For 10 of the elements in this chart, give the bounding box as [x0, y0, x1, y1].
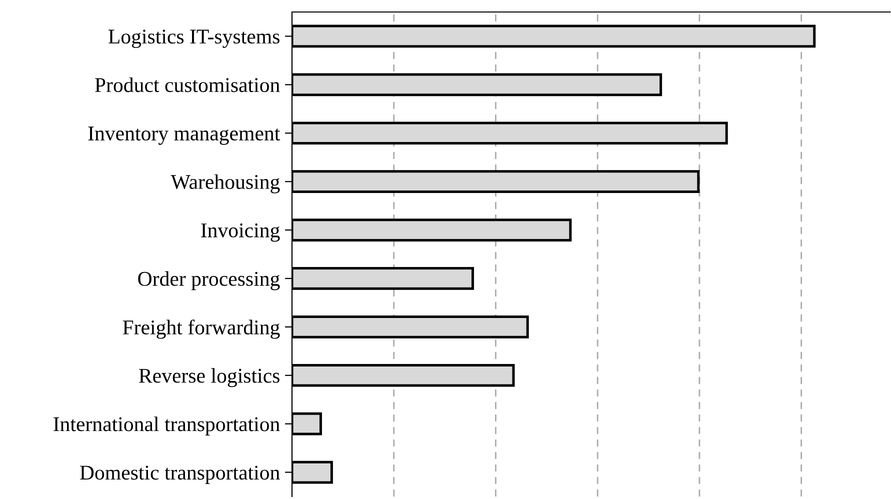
y-tick-label: International transportation [54, 416, 280, 436]
y-tick-label: Reverse logistics [139, 368, 280, 388]
y-tick-label: Freight forwarding [122, 320, 280, 339]
y-tick-label: Logistics IT-systems [108, 30, 280, 48]
y-tick-label: Inventory management [88, 126, 280, 145]
y-tick-label: Warehousing [170, 174, 280, 194]
y-tick-label: Order processing [138, 271, 280, 290]
y-tick-label: Product customisation [95, 77, 280, 92]
y-tick-label: Domestic transportation [80, 466, 280, 484]
y-tick-label: Invoicing [201, 223, 280, 242]
